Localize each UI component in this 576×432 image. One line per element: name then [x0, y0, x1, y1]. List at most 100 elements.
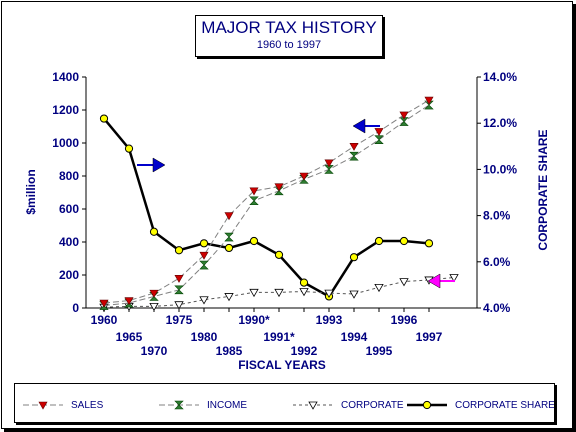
data-point [224, 212, 234, 221]
x-tick-label: 1970 [141, 344, 168, 358]
data-point [274, 250, 284, 259]
title-box: MAJOR TAX HISTORY 1960 to 1997 [195, 15, 383, 57]
y-left-tick-label: 0 [72, 301, 79, 315]
chart-subtitle: 1960 to 1997 [256, 39, 322, 51]
x-tick-label: 1995 [366, 344, 393, 358]
data-point [124, 297, 134, 306]
legend-label: INCOME [207, 400, 247, 411]
legend-item-corporate: CORPORATE [293, 400, 404, 411]
legend-label: CORPORATE [341, 400, 404, 411]
data-point [424, 96, 434, 105]
data-point [249, 187, 259, 196]
x-tick-label: 1994 [341, 330, 368, 344]
series-layer [99, 96, 459, 312]
data-point [324, 165, 334, 174]
data-point [274, 288, 284, 298]
data-point [199, 296, 209, 305]
data-point [324, 159, 334, 168]
data-point [274, 183, 284, 192]
data-point [99, 299, 109, 308]
data-point [399, 111, 409, 120]
data-point [174, 285, 184, 295]
legend: SALES INCOME CORPORATE CORPORATE SHARE [14, 383, 555, 423]
y-left-tick-label: 600 [59, 202, 79, 216]
y-right-tick-label: 12.0% [483, 116, 517, 130]
legend-label: SALES [71, 400, 104, 411]
arrow-right-icon [137, 157, 166, 173]
x-tick-label: 1991* [263, 330, 295, 344]
x-axis-label: FISCAL YEARS [238, 358, 326, 372]
y-right-tick-label: 8.0% [483, 209, 511, 223]
data-point [424, 239, 434, 248]
data-point [449, 274, 459, 283]
data-point [299, 172, 309, 181]
y-left-tick-label: 1000 [52, 136, 79, 150]
data-point [374, 283, 384, 293]
y-axis-right-label: CORPORATE SHARE [536, 129, 550, 250]
data-point [149, 227, 159, 236]
data-point [299, 278, 309, 287]
data-point [374, 135, 384, 144]
x-tick-label: 1965 [116, 330, 143, 344]
arrow-left-magenta-icon [427, 273, 455, 289]
legend-label: CORPORATE SHARE [455, 400, 554, 411]
x-tick-label: 1975 [166, 313, 193, 327]
y-left-tick-label: 1200 [52, 103, 79, 117]
data-point [299, 288, 309, 297]
x-tick-label: 1993 [316, 313, 343, 327]
series-income [99, 100, 434, 310]
data-point [174, 246, 184, 255]
legend-item-sales: SALES [23, 400, 104, 411]
y-left-tick-label: 200 [59, 268, 79, 282]
data-point [149, 289, 159, 298]
data-point [349, 253, 359, 262]
series-line [103, 99, 430, 304]
x-tick-label: 1960 [91, 313, 118, 327]
y-axis-left-label: $million [24, 169, 38, 214]
y-right-tick-label: 14.0% [483, 70, 517, 84]
y-left-tick-label: 400 [59, 235, 79, 249]
data-point [174, 301, 184, 310]
series-line [103, 117, 430, 299]
x-tick-label: 1990* [238, 313, 270, 327]
data-point [349, 143, 359, 151]
y-right-tick-label: 10.0% [483, 162, 517, 176]
data-point [349, 151, 359, 161]
data-point [374, 236, 384, 246]
data-point [124, 144, 134, 153]
legend-marker [422, 400, 432, 410]
data-point [249, 236, 259, 246]
data-point [399, 236, 409, 246]
x-tick-label: 1992 [291, 344, 318, 358]
legend-marker [308, 401, 318, 410]
data-point [224, 243, 234, 253]
chart-title: MAJOR TAX HISTORY [201, 18, 377, 37]
x-tick-label: 1985 [216, 344, 243, 358]
series-line [103, 104, 430, 307]
data-point [199, 260, 209, 270]
y-left-tick-label: 800 [59, 169, 79, 183]
chart-axes: 0 200 400 600 800 1000 1200 1400 4.0% 6.0% 8.0% 10.… [52, 70, 517, 358]
annotation-layer [137, 118, 455, 289]
legend-marker [38, 401, 48, 410]
data-point [374, 128, 384, 137]
y-left-tick-label: 1400 [52, 70, 79, 84]
legend-marker [174, 400, 184, 410]
data-point [249, 196, 259, 206]
series-sales [99, 96, 434, 308]
x-tick-label: 1997 [416, 330, 443, 344]
data-point [199, 239, 209, 248]
data-point [399, 117, 409, 126]
y-right-tick-label: 4.0% [483, 301, 511, 315]
legend-item-corporate-share: CORPORATE SHARE [407, 400, 555, 411]
data-point [399, 278, 409, 287]
data-point [174, 275, 184, 283]
series-corporate-share [99, 114, 434, 301]
data-point [99, 114, 109, 123]
data-point [349, 290, 359, 299]
x-tick-label: 1980 [191, 330, 218, 344]
legend-item-income: INCOME [159, 400, 247, 411]
data-point [249, 288, 259, 298]
